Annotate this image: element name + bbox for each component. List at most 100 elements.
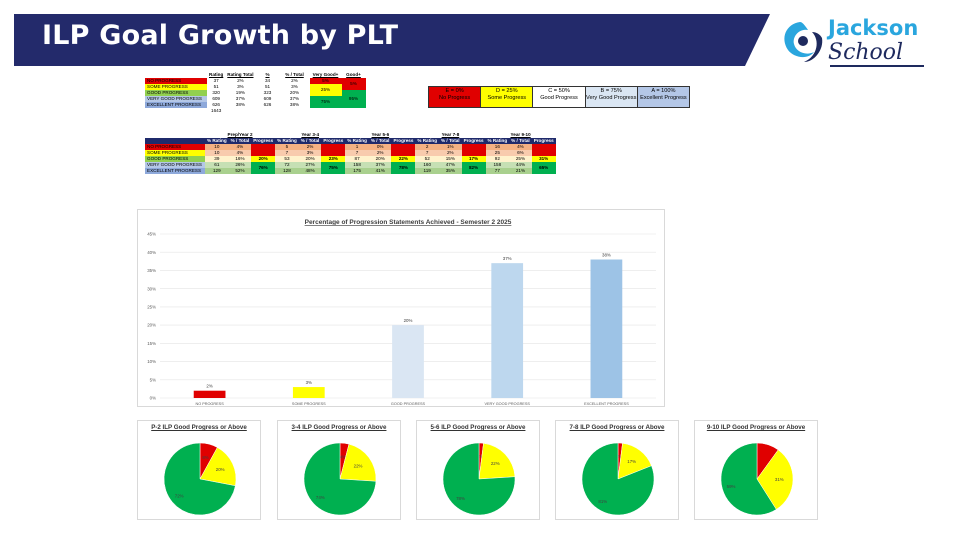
table-row: EXCELLENT PROGRESS 129 52% 128 48% 175 41% 119 3… <box>145 168 556 174</box>
rating-cell: 39 <box>205 156 229 162</box>
total-cell: 20% <box>298 156 322 162</box>
total-cell: 4% <box>509 144 532 150</box>
bar-data-label: 3% <box>306 380 312 385</box>
plt-group-header: Year 3-4 <box>301 132 319 137</box>
pie-chart: 31% 59% <box>720 442 794 516</box>
table-row: EXCELLENT PROGRESS 626 38% 626 38% <box>145 102 366 108</box>
pie-slice <box>756 449 794 510</box>
cell: 37% <box>289 96 300 101</box>
total-cell: 4% <box>228 150 252 156</box>
summary-header-rating-total: Rating Total <box>227 72 254 77</box>
y-tick-label: 10% <box>147 359 156 364</box>
progress-cell: 20% <box>251 156 276 162</box>
rating-cell: 10 <box>205 150 229 156</box>
pie-data-label: 72% <box>175 494 184 499</box>
rating-scale: E = 0% No Progress D = 25% Some Progress C… <box>428 86 690 108</box>
scale-d-top: D = 25% <box>495 88 518 94</box>
pie-data-label: 31% <box>775 477 784 482</box>
total-cell: 2% <box>298 144 322 150</box>
pie-data-label: 78% <box>456 496 465 501</box>
rating-cell: 16 <box>485 144 510 150</box>
bar-data-label: 37% <box>503 256 512 261</box>
bar-data-label: 20% <box>404 318 413 323</box>
y-tick-label: 35% <box>147 268 156 273</box>
bar-data-label: 38% <box>602 253 611 258</box>
logo-line2: School <box>828 40 904 65</box>
table-row: NO PROGRESS 10 4% 5 2% 1 0% 2 1% 16 4% <box>145 144 556 156</box>
rating-cell: 2 <box>415 144 440 150</box>
plt-subheader-row: % Rating% / Total Progress% Rating% / Tot… <box>145 138 556 144</box>
table-row: NO PROGRESS 37 2% 34 2% 5% 5% <box>145 78 366 90</box>
pie-slice <box>442 442 516 516</box>
plt-subheader: Progress <box>531 138 556 144</box>
total-cell: 15% <box>439 156 462 162</box>
total-cell: 1% <box>439 144 462 150</box>
cell: 51 <box>264 84 271 89</box>
scale-b-top: B = 75% <box>600 88 622 94</box>
rating-cell: 92 <box>485 156 510 162</box>
total-cell: 48% <box>298 168 322 174</box>
rating-cell: 158 <box>485 162 510 168</box>
very-good-cell-bottom: 75% <box>309 96 342 108</box>
pie-title: 9-10 ILP Good Progress or Above <box>706 424 806 431</box>
rating-cell: 7 <box>345 150 369 156</box>
progress-cell: 23% <box>321 156 346 162</box>
blank <box>225 108 365 114</box>
scale-c: C = 50% Good Progress <box>532 87 585 107</box>
rating-cell: 72 <box>275 162 299 168</box>
progress-cell: 31% <box>531 156 556 162</box>
row-label: GOOD PROGRESS <box>145 156 205 162</box>
total-cell: 26% <box>228 162 252 168</box>
plt-table: Prep/Year 2 Year 3-4 Year 5-6 Year 7-8 Year … <box>145 132 556 174</box>
table-row: VERY GOOD PROGRESS 609 37% 609 37% 75% <box>145 96 366 108</box>
total-cell: 2% <box>368 150 392 156</box>
progress-cell: 22% <box>391 156 416 162</box>
plt-subheader: % / Total <box>368 138 392 144</box>
rating-cell: 61 <box>205 162 229 168</box>
pie-box-910: 9-10 ILP Good Progress or Above 31% 59% <box>694 420 818 520</box>
cell: 2% <box>291 78 298 83</box>
cell: 609 <box>263 96 272 101</box>
summary-header-rating: Rating <box>209 72 224 77</box>
scale-e-top: E = 0% <box>445 88 464 94</box>
total-cell: 35% <box>439 168 462 174</box>
x-tick-label: GOOD PROGRESS <box>391 402 426 406</box>
scale-d-bottom: Some Progress <box>487 95 527 101</box>
scale-d: D = 25% Some Progress <box>480 87 533 107</box>
total-cell: 1643 <box>211 108 222 113</box>
pie-data-label: 17% <box>627 459 636 464</box>
cell: 34 <box>264 78 271 83</box>
total-cell: 37% <box>368 162 392 168</box>
row-label: EXCELLENT PROGRESS <box>145 168 205 174</box>
total-cell: 20% <box>368 156 392 162</box>
table-row: GOOD PROGRESS 39 16% 20% 53 20% 23% 87 20% 22% 52 1… <box>145 156 556 162</box>
y-tick-label: 15% <box>147 341 156 346</box>
progress-cell: 17% <box>461 156 486 162</box>
rating-cell: 7 <box>415 150 440 156</box>
total-cell: 0% <box>368 144 392 150</box>
total-cell: 4% <box>228 144 252 150</box>
rating-cell: 5 <box>275 144 299 150</box>
plt-subheader: % / Total <box>228 138 252 144</box>
plt-subheader: Progress <box>461 138 486 144</box>
plt-group-header: Year 5-6 <box>371 132 390 137</box>
total-cell: 41% <box>368 168 392 174</box>
bar-data-label: 2% <box>206 384 212 389</box>
good-cell-top: 5% <box>341 78 366 90</box>
plt-subheader: % / Total <box>509 138 532 144</box>
rating-cell: 53 <box>275 156 299 162</box>
rating-cell: 52 <box>415 156 440 162</box>
summary-header-good: Good+ <box>346 72 361 77</box>
row-label-blank <box>145 108 207 114</box>
cell: 626 <box>263 102 272 107</box>
summary-header-very-good: Very Good+ <box>312 72 339 77</box>
table-row: GOOD PROGRESS 320 19% 323 20% 95% <box>145 90 366 108</box>
pie-title: P-2 ILP Good Progress or Above <box>151 424 247 431</box>
header-banner: ILP Goal Growth by PLT Jackson School <box>0 0 960 67</box>
pie-slice <box>581 442 655 516</box>
cell: 609 <box>212 96 220 101</box>
cell: 37 <box>213 78 219 83</box>
x-tick-label: NO PROGRESS <box>195 402 224 406</box>
cell: 51 <box>213 84 219 89</box>
rating-cell: 87 <box>345 156 369 162</box>
